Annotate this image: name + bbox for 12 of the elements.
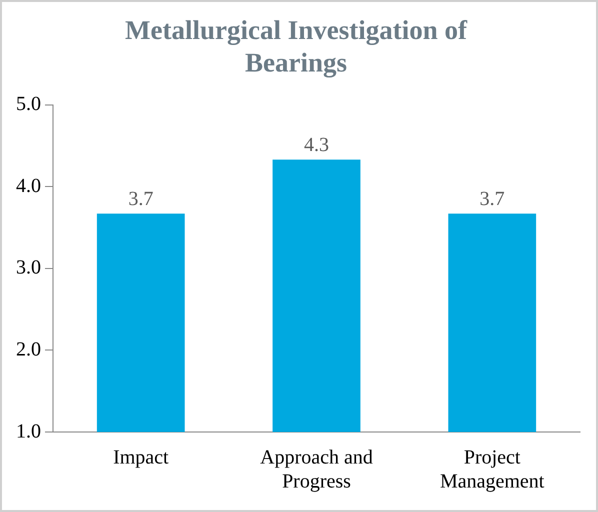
y-tick-label: 2.0 — [16, 338, 41, 360]
y-tick-label: 1.0 — [16, 420, 41, 442]
x-tick-label: Impact — [113, 446, 170, 468]
x-tick-label: Approach and Progress — [260, 446, 373, 492]
chart-title: Metallurgical Investigation of Bearings — [125, 15, 468, 78]
data-label: 4.3 — [304, 134, 329, 156]
x-tick-label: Project Management — [440, 446, 545, 492]
y-tick-label: 3.0 — [16, 256, 41, 279]
y-tick-label: 5.0 — [16, 93, 41, 116]
data-label: 3.7 — [480, 188, 505, 210]
data-label: 3.7 — [128, 188, 154, 210]
y-tick-label: 4.0 — [16, 174, 41, 197]
